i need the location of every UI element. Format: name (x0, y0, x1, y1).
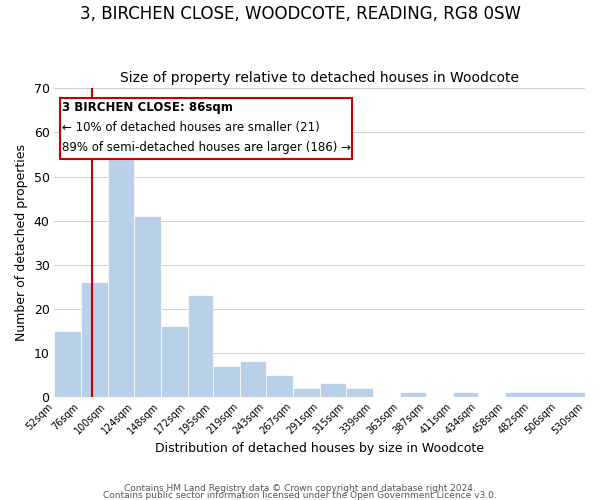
Bar (266, 374, 293, 396)
Bar (400, 392, 426, 396)
Bar (213, 366, 240, 396)
Text: 3 BIRCHEN CLOSE: 86sqm: 3 BIRCHEN CLOSE: 86sqm (62, 101, 233, 114)
Bar (240, 362, 266, 396)
FancyBboxPatch shape (60, 98, 352, 160)
Bar (107, 142, 134, 396)
Y-axis label: Number of detached properties: Number of detached properties (15, 144, 28, 341)
Bar (453, 392, 478, 396)
Bar (134, 216, 161, 396)
X-axis label: Distribution of detached houses by size in Woodcote: Distribution of detached houses by size … (155, 442, 484, 455)
Bar (346, 388, 373, 396)
Bar (320, 384, 346, 396)
Title: Size of property relative to detached houses in Woodcote: Size of property relative to detached ho… (120, 70, 519, 85)
Bar (161, 326, 188, 396)
Bar (81, 282, 107, 397)
Text: ← 10% of detached houses are smaller (21): ← 10% of detached houses are smaller (21… (62, 121, 320, 134)
Bar (55, 330, 81, 396)
Bar (505, 392, 585, 396)
Text: Contains public sector information licensed under the Open Government Licence v3: Contains public sector information licen… (103, 491, 497, 500)
Bar (188, 296, 213, 396)
Text: Contains HM Land Registry data © Crown copyright and database right 2024.: Contains HM Land Registry data © Crown c… (124, 484, 476, 493)
Text: 3, BIRCHEN CLOSE, WOODCOTE, READING, RG8 0SW: 3, BIRCHEN CLOSE, WOODCOTE, READING, RG8… (79, 5, 521, 23)
Bar (293, 388, 320, 396)
Text: 89% of semi-detached houses are larger (186) →: 89% of semi-detached houses are larger (… (62, 141, 352, 154)
